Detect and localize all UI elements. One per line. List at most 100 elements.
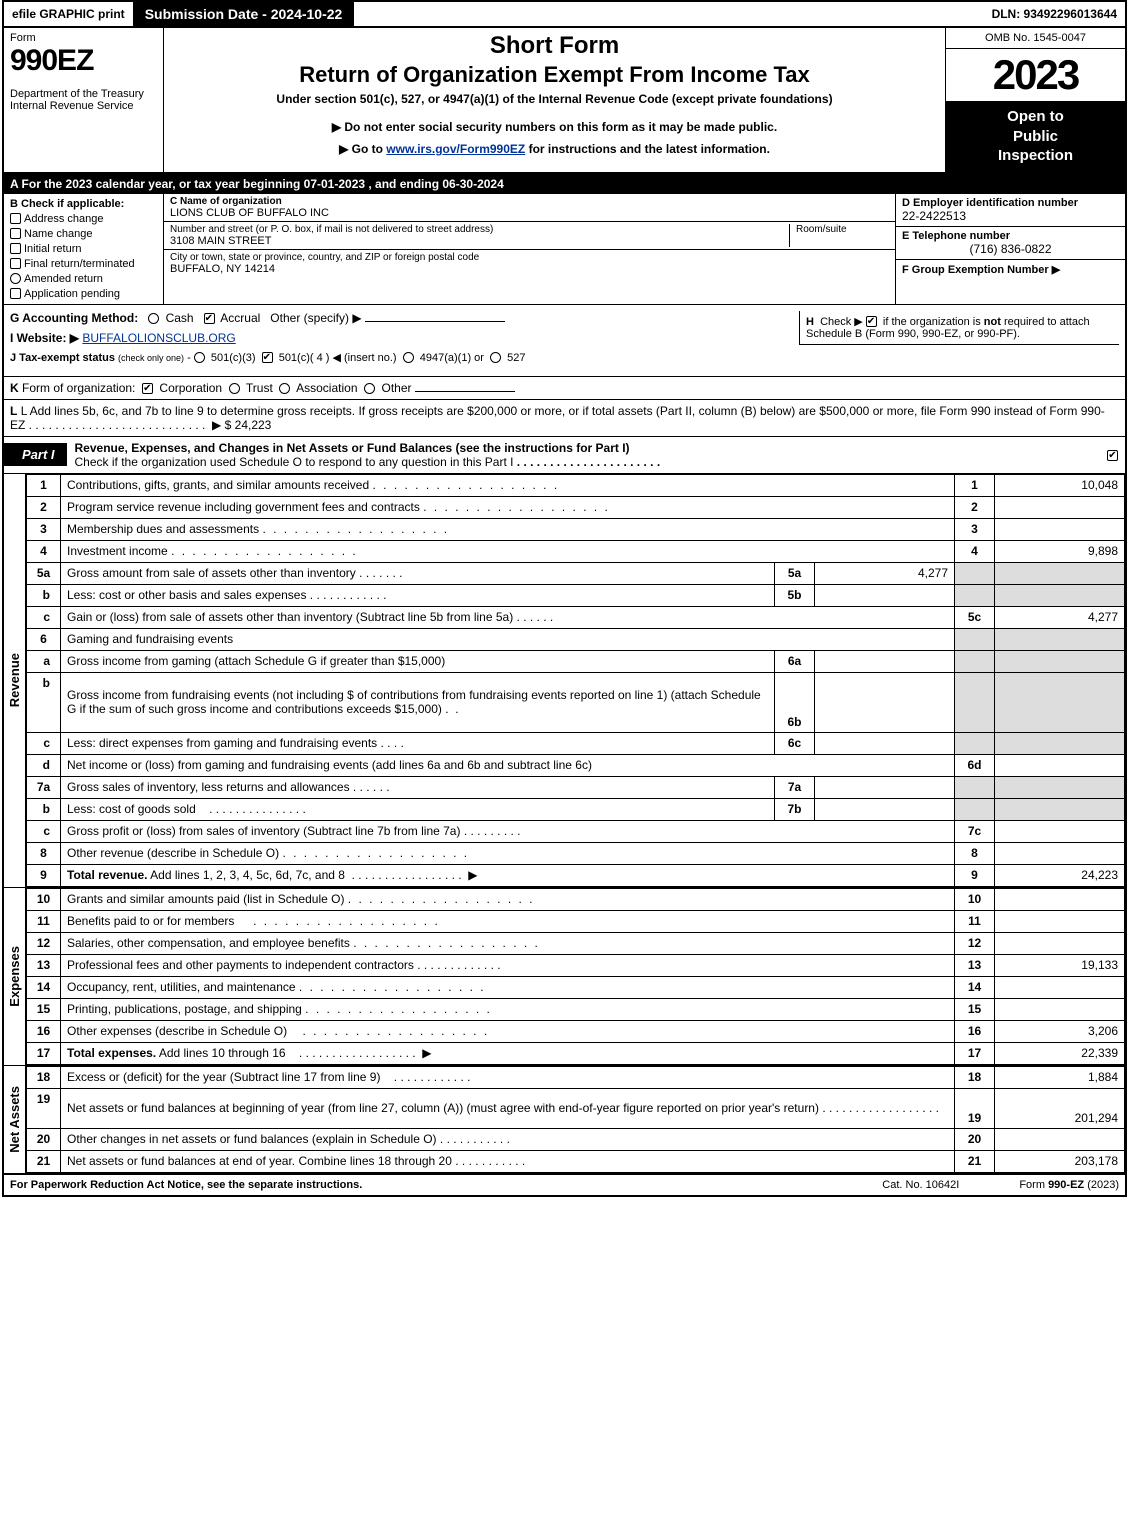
omb-number: OMB No. 1545-0047 — [946, 28, 1125, 49]
form-number: 990EZ — [10, 44, 157, 78]
header-right: OMB No. 1545-0047 2023 Open toPublicInsp… — [945, 28, 1125, 172]
netassets-table: 18Excess or (deficit) for the year (Subt… — [26, 1066, 1125, 1173]
chk-name-change: Name change — [10, 228, 157, 240]
row-h: H Check ▶ if the organization is not req… — [799, 311, 1119, 345]
checkbox-icon[interactable] — [148, 313, 159, 324]
checkbox-icon[interactable] — [1107, 450, 1118, 461]
f-group: F Group Exemption Number ▶ — [896, 260, 1125, 279]
checkbox-icon[interactable] — [10, 243, 21, 254]
line-16: 16Other expenses (describe in Schedule O… — [27, 1020, 1125, 1042]
rows-ghij: H Check ▶ if the organization is not req… — [4, 305, 1125, 377]
b-title: B Check if applicable: — [10, 198, 157, 210]
part1-tab: Part I — [4, 443, 67, 466]
line-6c: cLess: direct expenses from gaming and f… — [27, 732, 1125, 754]
line-6: 6Gaming and fundraising events — [27, 628, 1125, 650]
section-b: B Check if applicable: Address change Na… — [4, 194, 164, 304]
footer-right: Form 990-EZ (2023) — [1019, 1179, 1119, 1191]
form-word: Form — [10, 32, 157, 44]
line-6a: aGross income from gaming (attach Schedu… — [27, 650, 1125, 672]
website-link[interactable]: BUFFALOLIONSCLUB.ORG — [82, 331, 235, 345]
street: 3108 MAIN STREET — [170, 235, 789, 247]
short-form-title: Short Form — [172, 32, 937, 60]
line-21: 21Net assets or fund balances at end of … — [27, 1150, 1125, 1172]
under-section: Under section 501(c), 527, or 4947(a)(1)… — [172, 92, 937, 106]
line-3: 3Membership dues and assessments 3 — [27, 518, 1125, 540]
part1-check — [1103, 448, 1125, 462]
line-5b: bLess: cost or other basis and sales exp… — [27, 584, 1125, 606]
chk-initial-return: Initial return — [10, 243, 157, 255]
org-name: LIONS CLUB OF BUFFALO INC — [170, 207, 889, 219]
city: BUFFALO, NY 14214 — [170, 263, 889, 275]
form-header: Form 990EZ Department of the Treasury In… — [4, 28, 1125, 174]
header-left: Form 990EZ Department of the Treasury In… — [4, 28, 164, 172]
c-street: Number and street (or P. O. box, if mail… — [164, 222, 895, 250]
line-6d: dNet income or (loss) from gaming and fu… — [27, 754, 1125, 776]
header-center: Short Form Return of Organization Exempt… — [164, 28, 945, 172]
chk-application-pending: Application pending — [10, 288, 157, 300]
checkbox-icon[interactable] — [10, 258, 21, 269]
goto-irs: ▶ Go to www.irs.gov/Form990EZ for instru… — [172, 142, 937, 156]
checkbox-icon[interactable] — [10, 213, 21, 224]
line-10: 10Grants and similar amounts paid (list … — [27, 888, 1125, 910]
row-j: J Tax-exempt status (check only one) - 5… — [10, 351, 1119, 364]
checkbox-icon[interactable] — [204, 313, 215, 324]
expenses-vlabel: Expenses — [4, 888, 26, 1065]
netassets-vlabel: Net Assets — [4, 1066, 26, 1173]
revenue-section: Revenue 1Contributions, gifts, grants, a… — [4, 474, 1125, 888]
dln: DLN: 93492296013644 — [984, 3, 1125, 25]
c-name: C Name of organization LIONS CLUB OF BUF… — [164, 194, 895, 222]
row-l: L L Add lines 5b, 6c, and 7b to line 9 t… — [4, 400, 1125, 437]
return-title: Return of Organization Exempt From Incom… — [172, 62, 937, 88]
line-7b: bLess: cost of goods sold . . . . . . . … — [27, 798, 1125, 820]
expenses-section: Expenses 10Grants and similar amounts pa… — [4, 888, 1125, 1066]
line-11: 11Benefits paid to or for members 11 — [27, 910, 1125, 932]
open-to-public: Open toPublicInspection — [946, 101, 1125, 172]
line-14: 14Occupancy, rent, utilities, and mainte… — [27, 976, 1125, 998]
line-7c: cGross profit or (loss) from sales of in… — [27, 820, 1125, 842]
chk-final-return: Final return/terminated — [10, 258, 157, 270]
e-phone: E Telephone number (716) 836-0822 — [896, 227, 1125, 260]
part1-header: Part I Revenue, Expenses, and Changes in… — [4, 437, 1125, 474]
checkbox-icon[interactable] — [10, 288, 21, 299]
tax-year: 2023 — [946, 49, 1125, 101]
row-a-tax-year: A For the 2023 calendar year, or tax yea… — [4, 174, 1125, 194]
section-bcdef: B Check if applicable: Address change Na… — [4, 194, 1125, 305]
line-20: 20Other changes in net assets or fund ba… — [27, 1128, 1125, 1150]
line-7a: 7aGross sales of inventory, less returns… — [27, 776, 1125, 798]
checkbox-icon[interactable] — [10, 228, 21, 239]
revenue-table: 1Contributions, gifts, grants, and simil… — [26, 474, 1125, 887]
footer-left: For Paperwork Reduction Act Notice, see … — [10, 1179, 882, 1191]
line-12: 12Salaries, other compensation, and empl… — [27, 932, 1125, 954]
irs-link[interactable]: www.irs.gov/Form990EZ — [386, 142, 525, 156]
room-suite: Room/suite — [789, 224, 889, 247]
expenses-table: 10Grants and similar amounts paid (list … — [26, 888, 1125, 1065]
c-city: City or town, state or province, country… — [164, 250, 895, 277]
line-17: 17Total expenses. Add lines 10 through 1… — [27, 1042, 1125, 1064]
checkbox-icon[interactable] — [866, 316, 877, 327]
chk-address-change: Address change — [10, 213, 157, 225]
submission-date: Submission Date - 2024-10-22 — [133, 2, 355, 26]
checkbox-icon[interactable] — [10, 273, 21, 284]
section-c: C Name of organization LIONS CLUB OF BUF… — [164, 194, 895, 304]
do-not-enter: ▶ Do not enter social security numbers o… — [172, 120, 937, 134]
netassets-section: Net Assets 18Excess or (deficit) for the… — [4, 1066, 1125, 1175]
form-990ez-page: efile GRAPHIC print Submission Date - 20… — [2, 0, 1127, 1197]
line-13: 13Professional fees and other payments t… — [27, 954, 1125, 976]
line-18: 18Excess or (deficit) for the year (Subt… — [27, 1066, 1125, 1088]
line-4: 4Investment income 49,898 — [27, 540, 1125, 562]
line-8: 8Other revenue (describe in Schedule O) … — [27, 842, 1125, 864]
line-6b: bGross income from fundraising events (n… — [27, 672, 1125, 732]
part1-title: Revenue, Expenses, and Changes in Net As… — [67, 437, 1103, 473]
page-footer: For Paperwork Reduction Act Notice, see … — [4, 1175, 1125, 1195]
line-19: 19Net assets or fund balances at beginni… — [27, 1088, 1125, 1128]
line-15: 15Printing, publications, postage, and s… — [27, 998, 1125, 1020]
revenue-vlabel: Revenue — [4, 474, 26, 887]
line-2: 2Program service revenue including gover… — [27, 496, 1125, 518]
row-k: K Form of organization: Corporation Trus… — [4, 377, 1125, 400]
line-5c: cGain or (loss) from sale of assets othe… — [27, 606, 1125, 628]
line-1: 1Contributions, gifts, grants, and simil… — [27, 474, 1125, 496]
line-9: 9Total revenue. Add lines 1, 2, 3, 4, 5c… — [27, 864, 1125, 886]
chk-amended: Amended return — [10, 273, 157, 285]
section-def: D Employer identification number 22-2422… — [895, 194, 1125, 304]
top-bar: efile GRAPHIC print Submission Date - 20… — [4, 2, 1125, 28]
